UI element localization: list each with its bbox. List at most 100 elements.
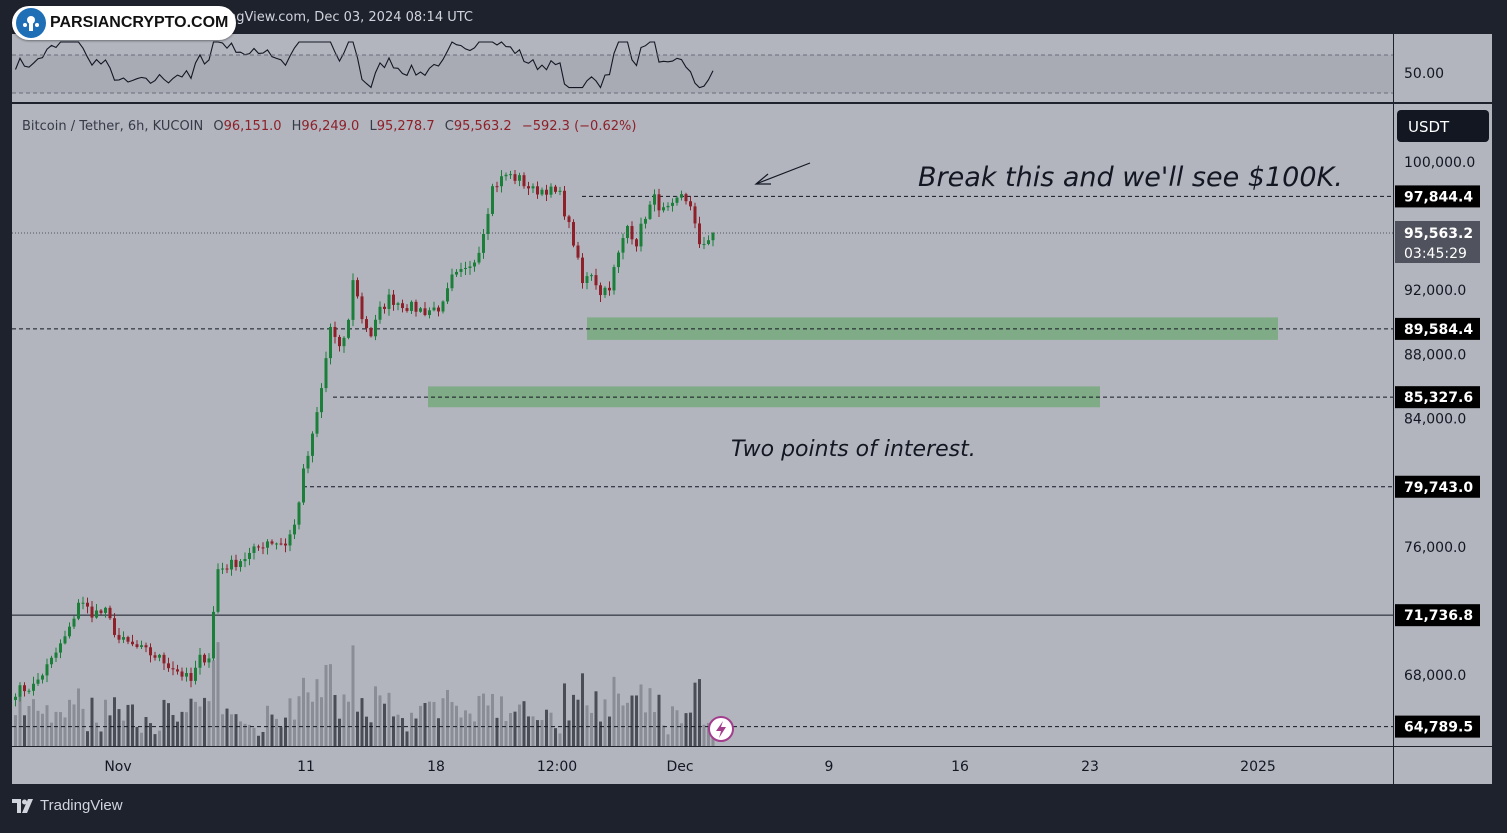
candle (653, 194, 656, 205)
brand-badge[interactable]: PARSIANCRYPTO.COM (12, 6, 237, 40)
candle (158, 654, 161, 658)
volume-bar (486, 705, 490, 746)
tradingview-brand[interactable]: TradingView (12, 797, 123, 814)
candle (671, 202, 674, 206)
candle (234, 559, 238, 568)
candle (90, 606, 94, 618)
volume-bar (54, 711, 58, 746)
candle (99, 610, 103, 613)
volume-bar (72, 704, 76, 746)
volume-bar (23, 715, 26, 746)
volume-bar (324, 664, 328, 746)
candle (509, 174, 512, 176)
candle (513, 174, 517, 181)
candle (486, 213, 490, 234)
volume-bar (360, 698, 364, 746)
volume-bar (603, 699, 607, 746)
lightning-icon[interactable] (708, 716, 734, 742)
candle (441, 301, 445, 312)
price-level-label: 97,844.4 (1404, 189, 1473, 205)
current-price-label: 95,563.2 (1404, 226, 1473, 242)
volume-bar (108, 715, 112, 746)
volume-bar (509, 712, 512, 746)
candle (27, 690, 31, 692)
volume-bar (473, 721, 476, 746)
candle (473, 262, 476, 267)
volume-bar (576, 699, 580, 746)
price-level-label-bg (1395, 604, 1480, 627)
volume-bar (135, 726, 139, 746)
x-tick-label: 2025 (1240, 759, 1276, 775)
candle (104, 607, 107, 613)
volume-bar (653, 712, 656, 746)
volume-bar (338, 718, 341, 746)
candle (576, 245, 580, 258)
candle (144, 645, 148, 648)
candle (558, 190, 562, 192)
volume-bar (608, 716, 611, 746)
volume-bar (252, 727, 256, 746)
x-tick-label: 23 (1081, 759, 1099, 775)
x-tick-label: 18 (427, 759, 445, 775)
candle (432, 307, 436, 311)
volume-bar (113, 697, 116, 746)
candle (396, 303, 400, 305)
y-tick-label: 76,000.0 (1404, 540, 1466, 556)
candle (189, 673, 193, 681)
volume-bar (18, 696, 22, 746)
candle (477, 252, 481, 263)
volume-bar (410, 712, 413, 746)
candle (257, 546, 260, 548)
candle (459, 269, 463, 272)
current-price-label-bg (1395, 221, 1480, 263)
candle (198, 654, 202, 668)
candle (360, 296, 364, 320)
price-level-label-bg (1395, 185, 1480, 208)
candle (59, 643, 62, 653)
y-tick-label: 100,000.0 (1404, 155, 1475, 171)
price-level-label: 71,736.8 (1404, 608, 1473, 624)
candle (95, 610, 98, 618)
candle (239, 561, 242, 568)
volume-bar (446, 689, 449, 746)
candle (626, 226, 629, 239)
candle (221, 568, 224, 570)
candle (405, 308, 409, 311)
volume-bar (239, 721, 242, 746)
candle (545, 189, 548, 195)
volume-bar (419, 705, 422, 746)
chart-timestamp: ngView.com, Dec 03, 2024 08:14 UTC (228, 10, 473, 25)
candle (293, 524, 296, 535)
candle (284, 543, 287, 546)
candle (50, 657, 53, 665)
candle (140, 645, 143, 647)
volume-bar (549, 712, 553, 746)
volume-bar (86, 731, 89, 746)
volume-bar (63, 717, 67, 746)
currency-button[interactable]: USDT (1397, 110, 1489, 142)
candle (657, 194, 661, 211)
candle (230, 559, 233, 570)
x-tick-label: Dec (666, 759, 693, 775)
candle (225, 568, 229, 570)
candle (32, 683, 35, 691)
volume-bar (428, 701, 431, 746)
candle (675, 197, 679, 203)
volume-bar (657, 694, 661, 746)
volume-bar (279, 727, 283, 746)
x-tick-label: 11 (297, 759, 315, 775)
volume-bar (482, 693, 485, 746)
volume-bar (441, 698, 445, 746)
candle (185, 673, 188, 677)
volume-bar (558, 733, 562, 746)
volume-bar (77, 688, 80, 746)
volume-bar (27, 705, 31, 746)
candle (86, 602, 89, 607)
volume-bar (36, 710, 40, 746)
candle (207, 658, 211, 663)
volume-bar (14, 715, 17, 746)
volume-bar (144, 717, 148, 746)
volume-bar (59, 712, 62, 746)
candle (36, 679, 40, 684)
candle (81, 602, 85, 604)
